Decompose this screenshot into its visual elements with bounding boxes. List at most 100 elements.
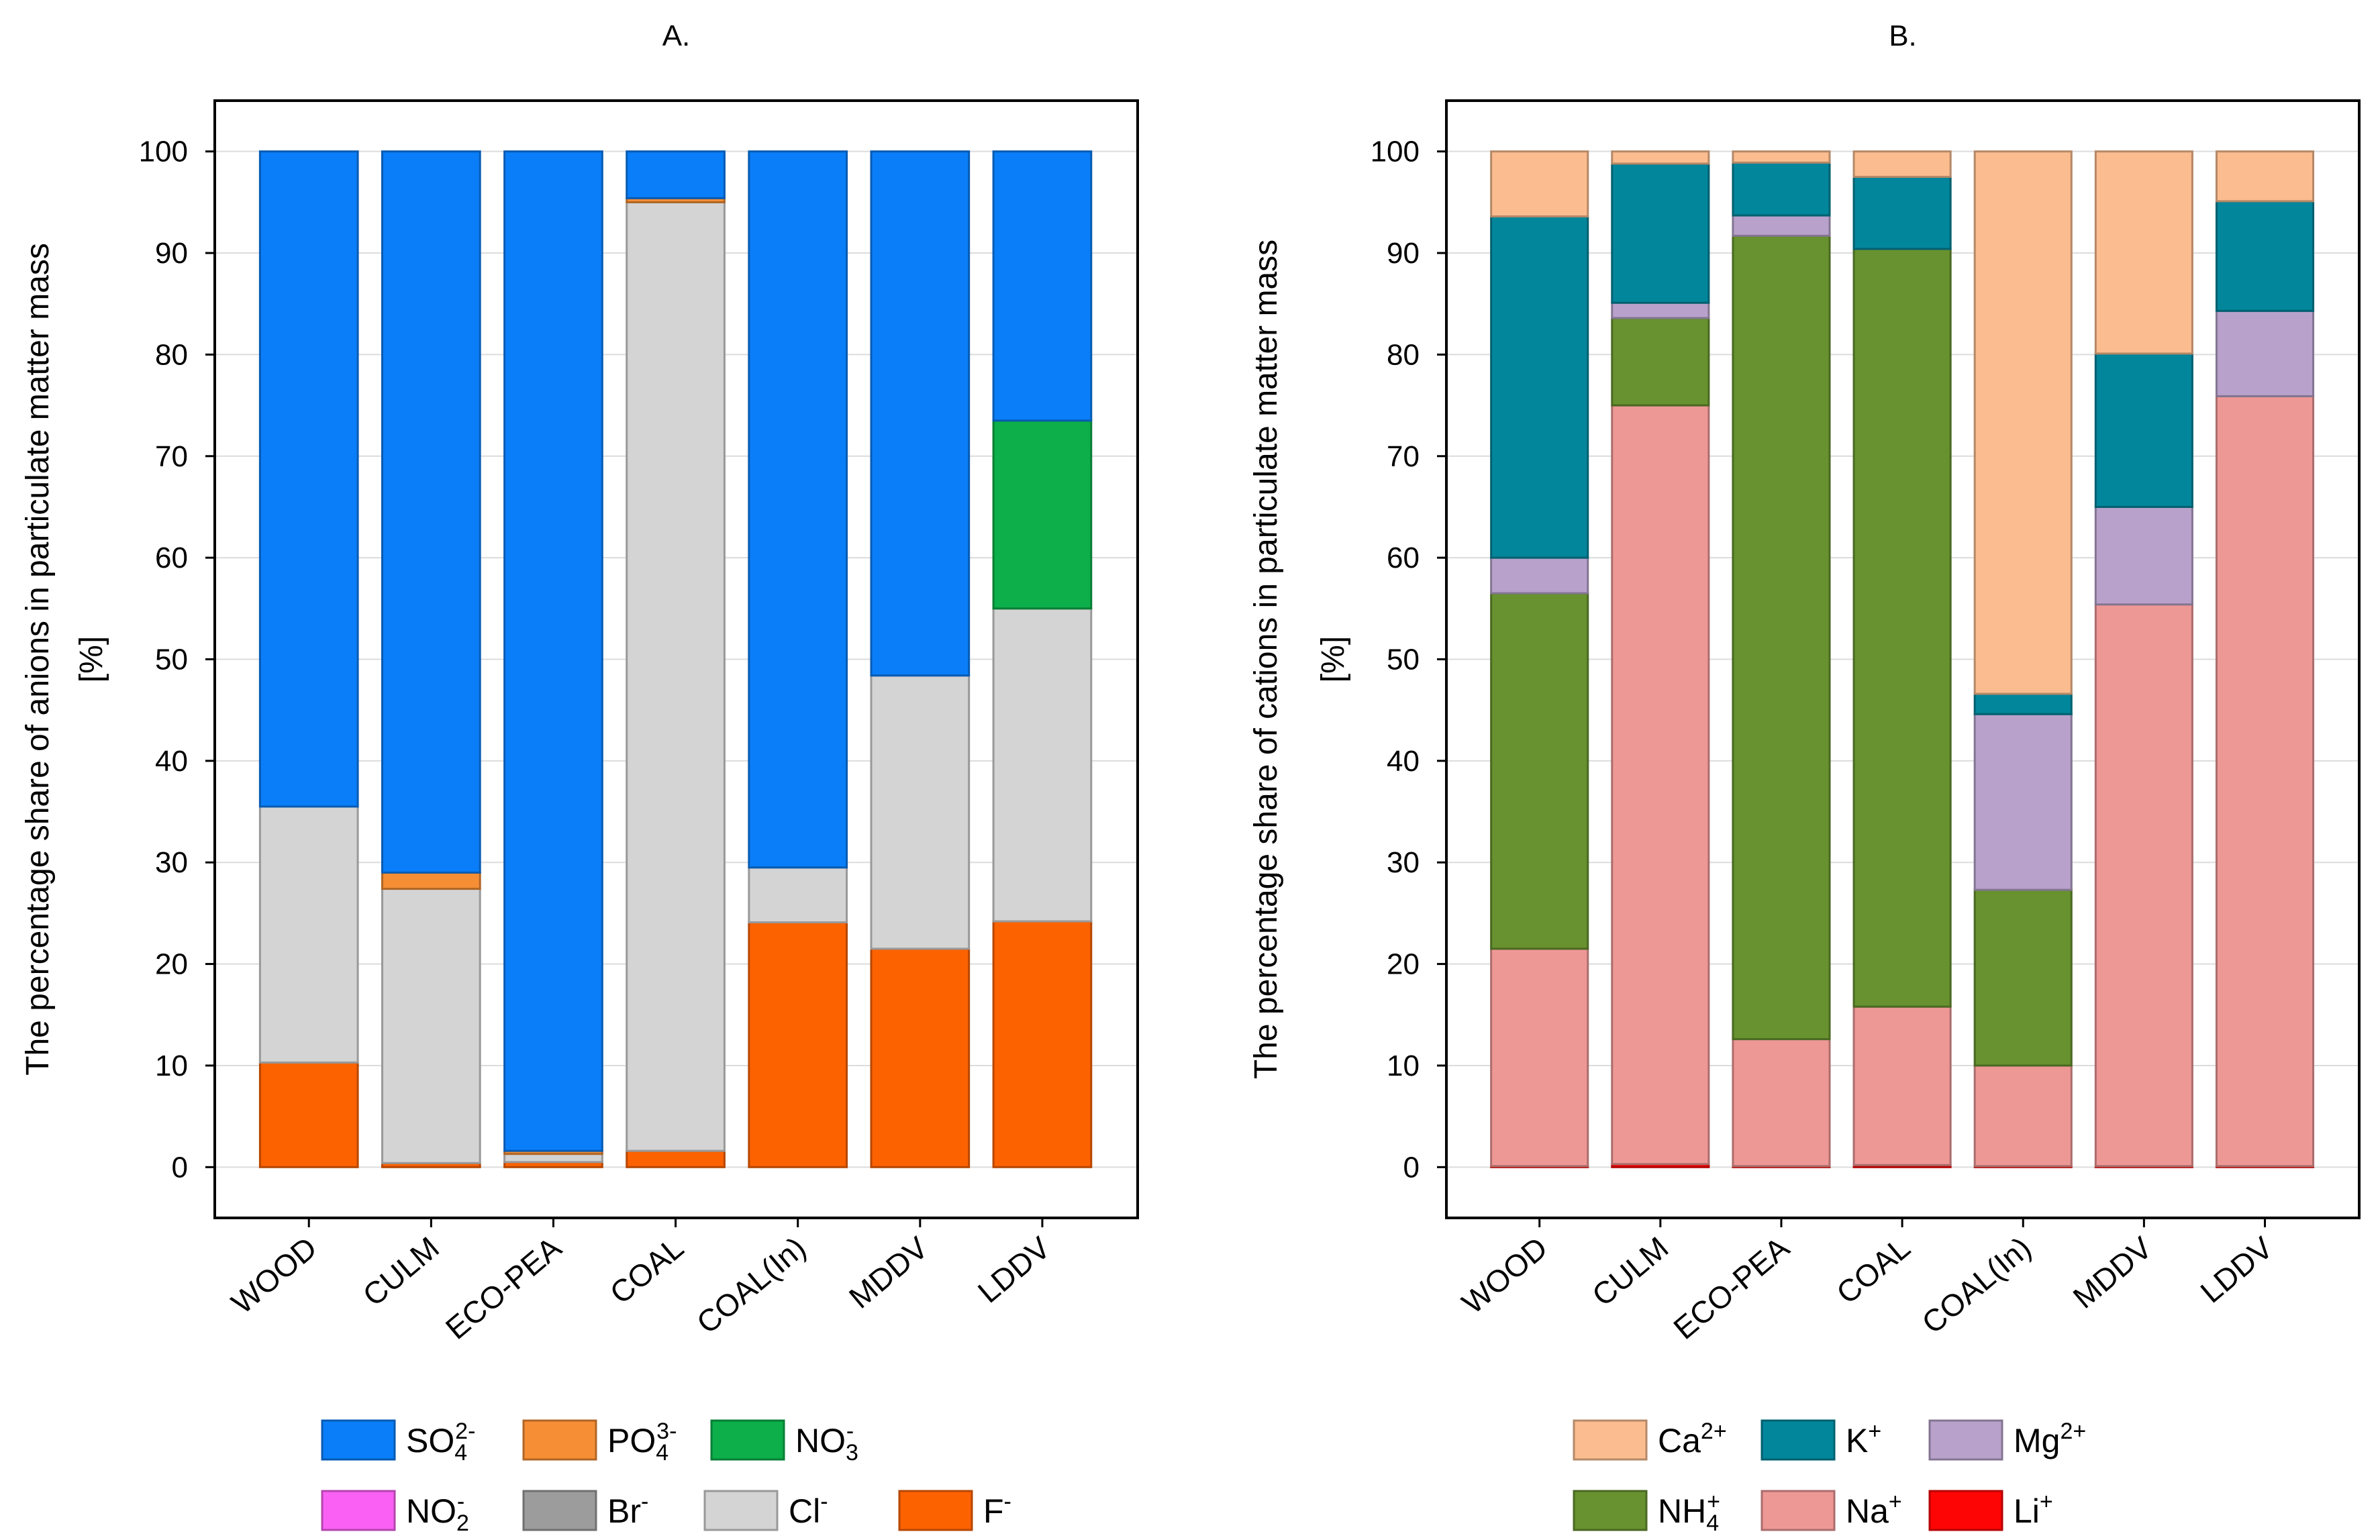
legend-swatch-nh4 xyxy=(1573,1490,1648,1531)
bar-segment-na-wood xyxy=(1490,947,1589,1168)
y-tick-label: 0 xyxy=(1403,1151,1420,1184)
bar-segment-nh4-eco-pea xyxy=(1732,234,1831,1041)
legend-label-f: F- xyxy=(983,1489,1011,1530)
legend-swatch-cl xyxy=(703,1490,779,1531)
bar-segment-mg-coal(in) xyxy=(1973,713,2073,891)
legend-swatch-na xyxy=(1761,1490,1836,1531)
bar-segment-so4-eco-pea xyxy=(503,150,603,1152)
legend-swatch-so4 xyxy=(321,1419,396,1461)
plot-frame xyxy=(213,99,1139,1219)
category-label: MDDV xyxy=(2067,1230,2159,1315)
y-axis-label: The percentage share of anions in partic… xyxy=(20,243,56,1076)
category-label: WOOD xyxy=(1455,1230,1554,1321)
bar-segment-cl-coal xyxy=(626,201,726,1152)
category-label: COAL(In) xyxy=(690,1230,812,1341)
y-tick-label: 90 xyxy=(1387,237,1420,270)
bar-segment-ca-lddv xyxy=(2215,150,2315,203)
category-label: LDDV xyxy=(2193,1230,2279,1310)
category-label: CULM xyxy=(356,1230,446,1313)
category-label: ECO-PEA xyxy=(439,1230,568,1346)
bar-segment-f-mddv xyxy=(870,947,971,1168)
y-tick-label: 60 xyxy=(155,542,188,574)
bar-segment-ca-culm xyxy=(1611,150,1710,165)
y-axis-unit: [%] xyxy=(1316,636,1351,682)
category-label: COAL xyxy=(603,1230,690,1311)
bar-segment-f-lddv xyxy=(992,920,1093,1168)
bar-segment-mg-eco-pea xyxy=(1732,214,1831,237)
y-tick-label: 90 xyxy=(155,237,188,270)
legend-swatch-po4 xyxy=(522,1419,597,1461)
category-label: WOOD xyxy=(225,1230,324,1321)
bar-segment-so4-mddv xyxy=(870,150,971,677)
y-tick-label: 70 xyxy=(155,440,188,473)
bar-segment-k-eco-pea xyxy=(1732,161,1831,217)
legend-swatch-mg xyxy=(1928,1419,2003,1461)
bar-segment-nh4-coal xyxy=(1852,248,1952,1008)
bar-segment-cl-mddv xyxy=(870,674,971,950)
bar-segment-na-coal(in) xyxy=(1973,1064,2073,1168)
bar-segment-ca-mddv xyxy=(2094,150,2193,355)
y-tick-label: 40 xyxy=(155,745,188,778)
bar-segment-na-mddv xyxy=(2094,603,2193,1168)
bar-segment-na-culm xyxy=(1611,404,1710,1166)
y-tick-label: 50 xyxy=(155,644,188,676)
y-tick-label: 40 xyxy=(1387,745,1420,778)
legend-label-li: Li+ xyxy=(2014,1489,2053,1530)
y-tick-label: 20 xyxy=(1387,948,1420,981)
bar-segment-cl-lddv xyxy=(992,607,1093,923)
y-tick-label: 30 xyxy=(155,846,188,879)
bar-segment-ca-wood xyxy=(1490,150,1589,218)
category-label: COAL xyxy=(1830,1230,1916,1311)
bar-segment-k-culm xyxy=(1611,162,1710,304)
legend-swatch-no3 xyxy=(710,1419,785,1461)
plot-frame xyxy=(1445,99,2361,1219)
bar-segment-f-wood xyxy=(258,1061,359,1168)
bar-segment-f-coal xyxy=(626,1149,726,1168)
category-label: ECO-PEA xyxy=(1667,1230,1795,1346)
bar-segment-na-coal xyxy=(1852,1005,1952,1166)
y-tick-label: 70 xyxy=(1387,440,1420,473)
bar-segment-cl-eco-pea xyxy=(503,1153,603,1164)
legend-label-nh4: NH4+ xyxy=(1658,1489,1720,1536)
category-label: COAL(In) xyxy=(1915,1230,2037,1341)
y-tick-label: 10 xyxy=(1387,1049,1420,1082)
bar-segment-no3-lddv xyxy=(992,419,1093,610)
bar-segment-mg-culm xyxy=(1611,301,1710,319)
bar-segment-k-mddv xyxy=(2094,352,2193,508)
bar-segment-f-coal(in) xyxy=(748,921,848,1168)
legend-label-br: Br- xyxy=(607,1489,648,1530)
bar-segment-cl-wood xyxy=(258,805,359,1064)
chart-title: B. xyxy=(1889,19,1917,52)
category-label: LDDV xyxy=(971,1230,1057,1310)
legend-swatch-li xyxy=(1928,1490,2003,1531)
chart-title: A. xyxy=(662,19,691,52)
y-tick-label: 10 xyxy=(155,1049,188,1082)
bar-segment-so4-wood xyxy=(258,150,359,808)
bar-segment-nh4-culm xyxy=(1611,317,1710,407)
bar-segment-k-coal xyxy=(1852,176,1952,250)
bar-segment-cl-culm xyxy=(381,888,481,1164)
bar-segment-mg-mddv xyxy=(2094,505,2193,606)
legend-swatch-no2 xyxy=(321,1490,396,1531)
bar-segment-k-lddv xyxy=(2215,200,2315,312)
y-tick-label: 80 xyxy=(155,338,188,371)
bar-segment-k-coal(in) xyxy=(1973,692,2073,715)
y-tick-label: 30 xyxy=(1387,846,1420,879)
bar-segment-so4-culm xyxy=(381,150,481,874)
y-axis-label: The percentage share of cations in parti… xyxy=(1248,240,1284,1079)
category-label: CULM xyxy=(1585,1230,1675,1313)
bar-segment-ca-eco-pea xyxy=(1732,150,1831,164)
bar-segment-na-eco-pea xyxy=(1732,1038,1831,1168)
category-label: MDDV xyxy=(842,1230,934,1315)
legend-label-ca: Ca2+ xyxy=(1658,1419,1727,1459)
bar-segment-mg-lddv xyxy=(2215,309,2315,397)
y-tick-label: 80 xyxy=(1387,338,1420,371)
bar-segment-so4-lddv xyxy=(992,150,1093,422)
legend-swatch-f xyxy=(898,1490,973,1531)
bar-segment-cl-coal(in) xyxy=(748,866,848,924)
legend-label-so4: SO42- xyxy=(406,1419,475,1466)
bar-segment-po4-culm xyxy=(381,871,481,890)
y-tick-label: 50 xyxy=(1387,644,1420,676)
